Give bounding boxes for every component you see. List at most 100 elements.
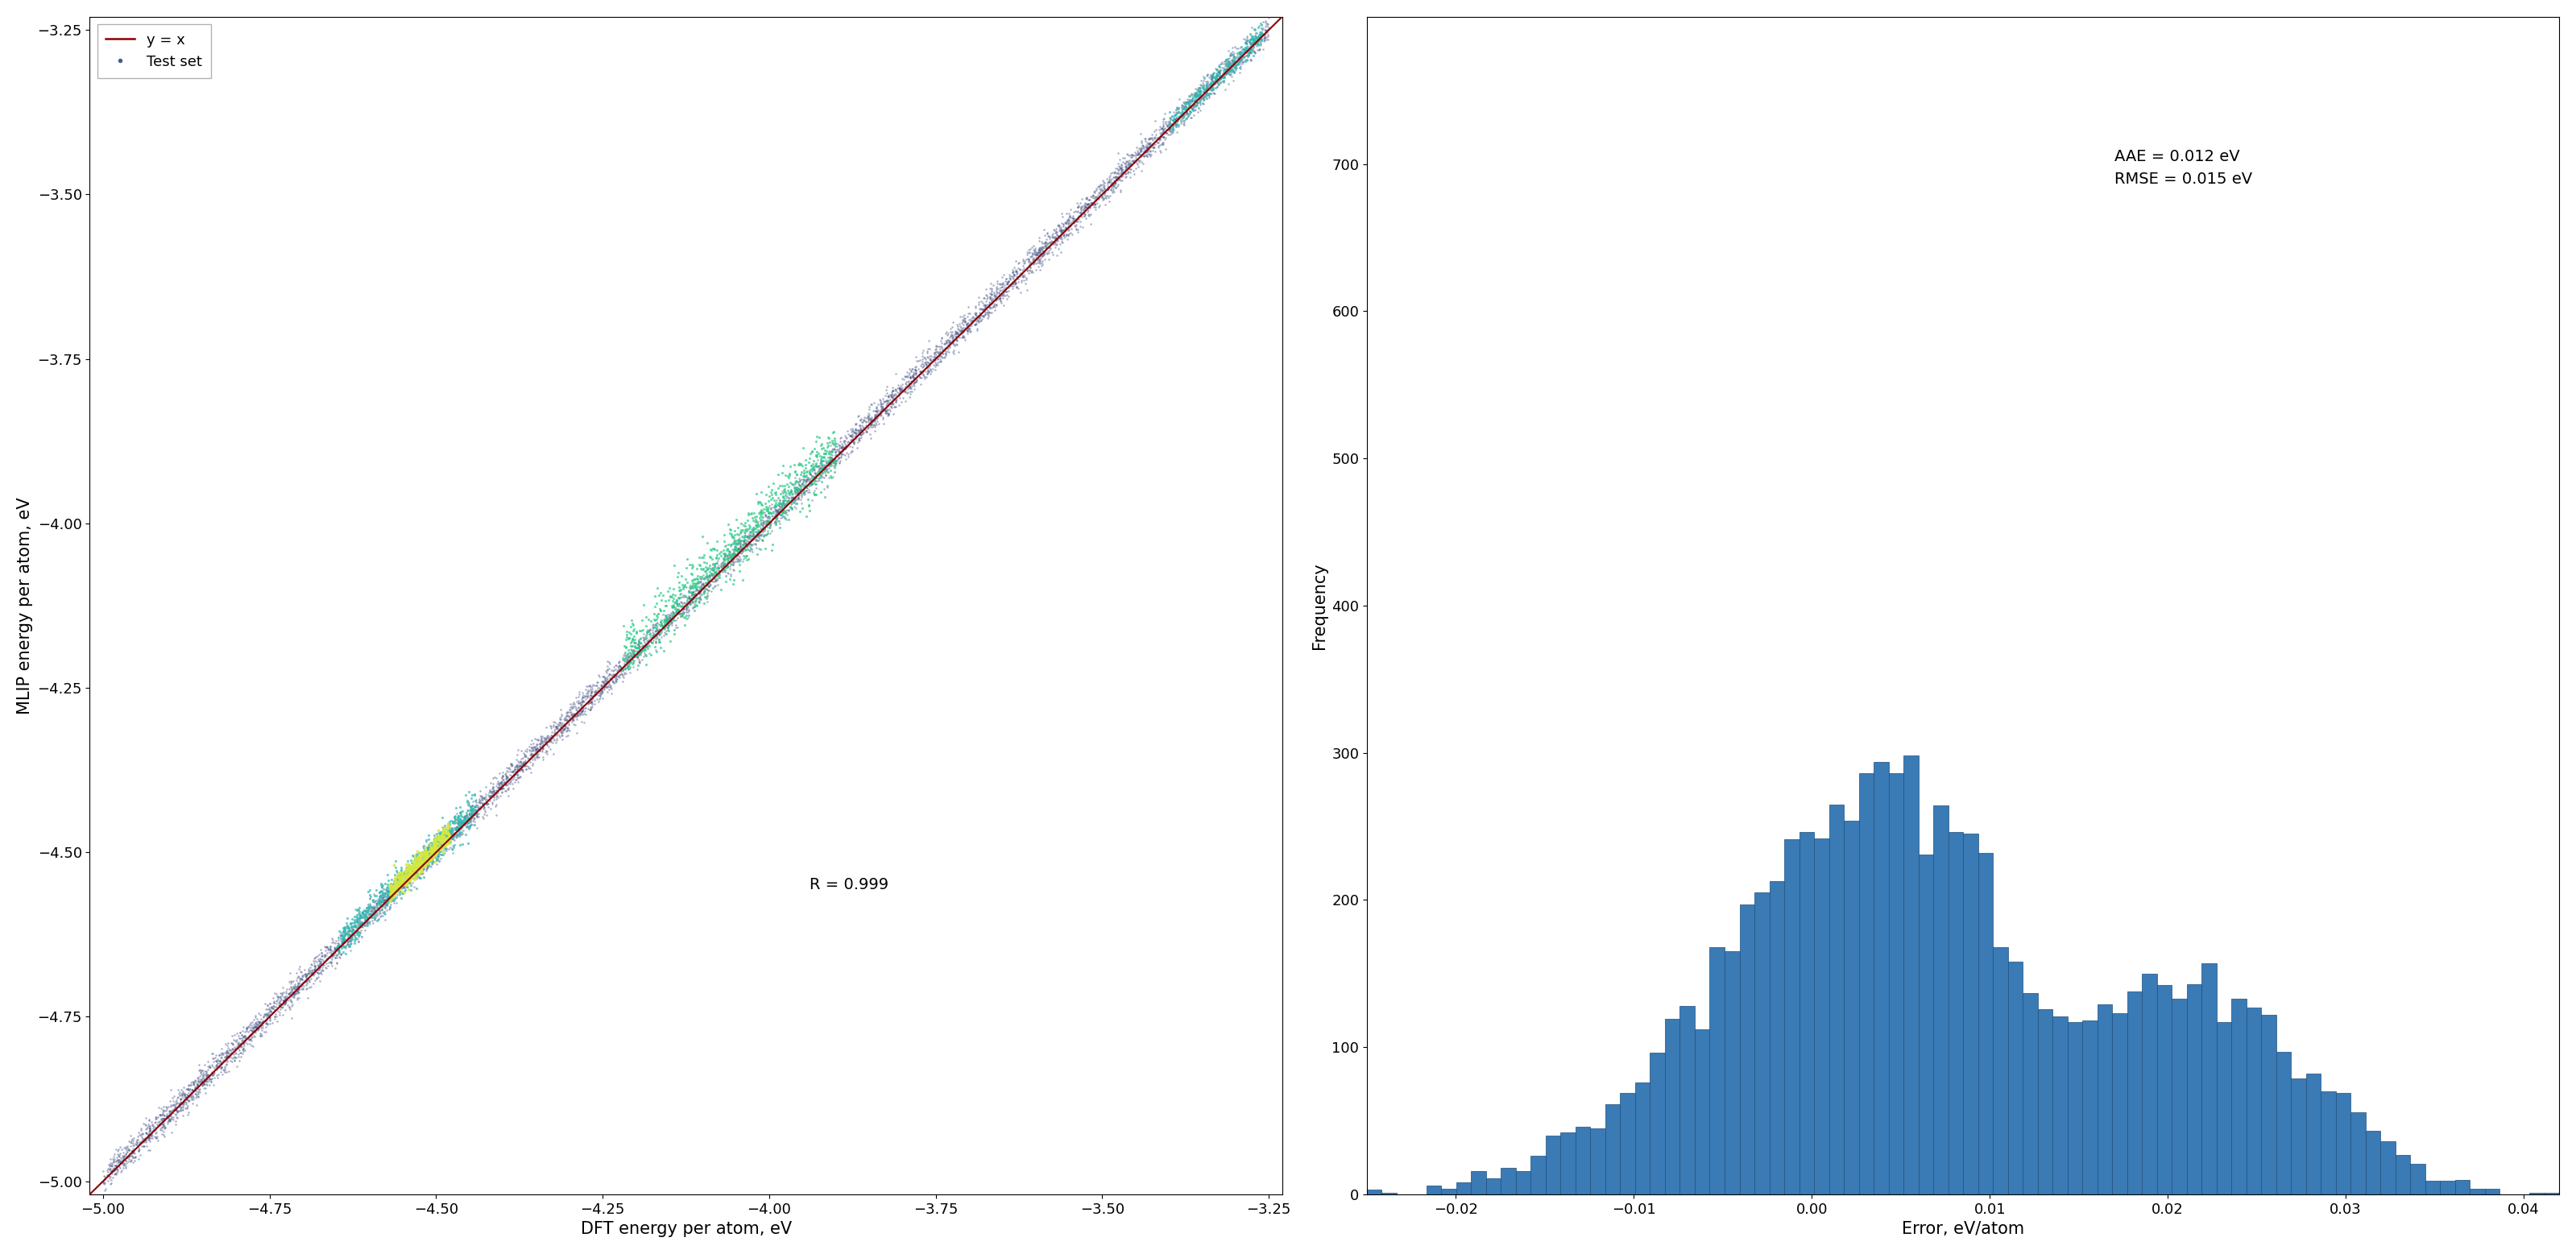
Point xyxy=(265,991,307,1011)
Point xyxy=(724,527,765,547)
Point xyxy=(1221,39,1262,59)
Point xyxy=(739,510,781,530)
Point xyxy=(729,522,770,542)
Point xyxy=(1108,155,1149,176)
Point xyxy=(562,695,603,715)
Point xyxy=(309,944,350,964)
Point xyxy=(685,566,726,586)
Point xyxy=(1025,229,1066,250)
Point xyxy=(162,1083,204,1104)
Point xyxy=(770,483,811,503)
Point xyxy=(1224,33,1265,53)
Point xyxy=(404,849,446,869)
Point xyxy=(556,700,598,720)
Point xyxy=(1164,100,1206,120)
Point xyxy=(1146,119,1188,139)
Point xyxy=(719,533,760,553)
Point xyxy=(281,967,322,987)
Point xyxy=(832,421,873,441)
Point xyxy=(1234,41,1275,61)
Point xyxy=(783,479,824,499)
Point xyxy=(724,517,765,537)
Point xyxy=(428,821,469,841)
Point xyxy=(185,1065,227,1085)
Bar xyxy=(2545,1193,2558,1194)
Point xyxy=(969,292,1010,312)
Point xyxy=(422,819,464,839)
Point xyxy=(147,1110,188,1130)
Point xyxy=(1072,194,1113,214)
Bar xyxy=(1994,947,2007,1194)
Point xyxy=(1115,143,1157,163)
Point xyxy=(440,811,482,831)
Point xyxy=(206,1046,247,1066)
Point xyxy=(492,761,533,781)
Point xyxy=(667,599,708,619)
Point xyxy=(459,793,500,813)
Point xyxy=(840,419,881,439)
Point xyxy=(685,574,726,594)
Point xyxy=(1239,25,1280,45)
Point xyxy=(371,890,412,910)
Point xyxy=(1247,23,1288,43)
Point xyxy=(466,790,507,810)
Point xyxy=(438,818,479,838)
Point xyxy=(981,292,1023,312)
Point xyxy=(505,740,546,760)
Point xyxy=(549,709,590,729)
Point xyxy=(891,379,933,399)
Point xyxy=(137,1107,178,1127)
Point xyxy=(394,867,435,887)
Point xyxy=(389,879,430,899)
Point xyxy=(374,880,415,900)
Point xyxy=(925,342,966,362)
Point xyxy=(371,879,412,899)
Point xyxy=(500,749,541,769)
Point xyxy=(482,772,523,793)
Point xyxy=(1028,240,1069,260)
Point xyxy=(353,900,394,920)
Point xyxy=(595,670,636,690)
Point xyxy=(775,480,817,500)
Point xyxy=(1090,171,1131,191)
Point xyxy=(1221,46,1262,66)
Point xyxy=(85,1179,126,1199)
Point xyxy=(412,839,453,859)
Point xyxy=(139,1114,180,1134)
Point xyxy=(1247,14,1288,34)
Point xyxy=(410,840,451,860)
Point xyxy=(1038,231,1079,251)
Point xyxy=(788,475,829,495)
Point xyxy=(822,438,863,458)
Point xyxy=(1242,24,1283,44)
Bar xyxy=(1664,1020,1680,1194)
Point xyxy=(459,798,500,818)
Point xyxy=(149,1102,191,1122)
Point xyxy=(958,307,999,327)
Point xyxy=(417,843,459,863)
Point xyxy=(755,512,796,532)
Point xyxy=(392,864,433,884)
Point xyxy=(353,900,394,920)
Point xyxy=(657,587,698,607)
Point xyxy=(801,451,842,472)
Point xyxy=(155,1086,196,1106)
Point xyxy=(775,478,817,498)
Point xyxy=(178,1055,219,1075)
Point xyxy=(956,298,997,319)
Point xyxy=(582,673,623,693)
Point xyxy=(312,946,353,966)
Point xyxy=(1059,193,1100,213)
Point xyxy=(621,638,662,658)
Point xyxy=(258,987,299,1007)
Point xyxy=(618,632,659,652)
Point xyxy=(1216,58,1257,78)
Point xyxy=(569,677,611,697)
Point xyxy=(1015,246,1056,266)
Point xyxy=(817,436,858,456)
Point xyxy=(412,839,453,859)
Point xyxy=(1247,26,1288,46)
Point xyxy=(670,578,711,598)
Point xyxy=(397,854,438,874)
Point xyxy=(510,737,551,757)
